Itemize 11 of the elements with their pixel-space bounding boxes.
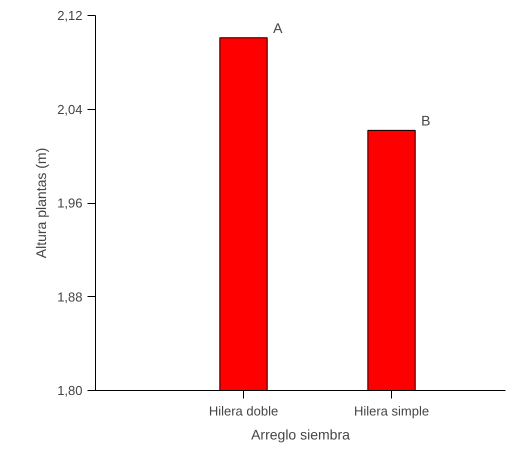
y-tick-label: 1,88 <box>57 289 83 304</box>
annotation: A <box>273 20 284 36</box>
x-tick-label: Hilera doble <box>208 404 278 418</box>
y-tick-label: 2,04 <box>57 102 83 117</box>
x-tick-label: Hilera simple <box>354 404 430 418</box>
y-tick-label: 1,96 <box>57 196 83 210</box>
annotation: B <box>421 112 430 128</box>
y-tick-label: 2,12 <box>57 8 83 23</box>
y-axis-title: Altura plantas (m) <box>33 148 50 258</box>
y-tick-label: 1,80 <box>57 383 83 398</box>
x-axis-title: Arreglo siembra <box>251 426 350 442</box>
